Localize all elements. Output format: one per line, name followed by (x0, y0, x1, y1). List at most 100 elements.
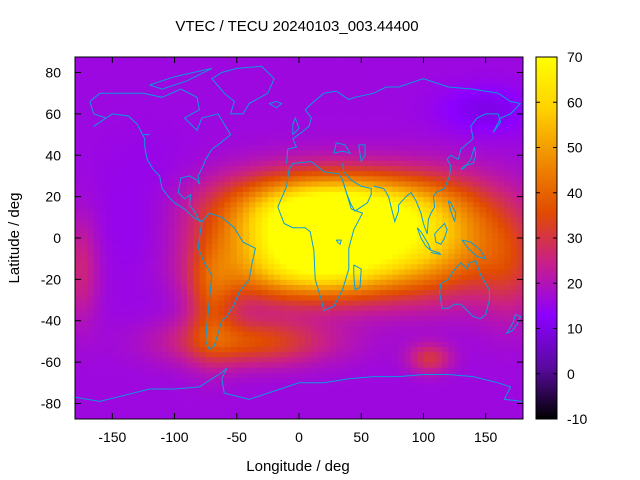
heatmap-cell (162, 253, 169, 260)
heatmap-cell (491, 108, 499, 115)
heatmap-cell (155, 300, 163, 306)
heatmap-cell (367, 305, 375, 311)
heatmap-cell (93, 155, 101, 161)
heatmap-cell (342, 300, 350, 306)
heatmap-cell (286, 258, 294, 265)
heatmap-cell (155, 62, 163, 68)
heatmap-cell (274, 155, 281, 161)
heatmap-cell (180, 320, 188, 327)
heatmap-cell (311, 356, 319, 363)
heatmap-cell (211, 62, 219, 68)
heatmap-cell (485, 351, 493, 358)
heatmap-cell (435, 294, 443, 301)
heatmap-cell (199, 310, 207, 316)
heatmap-cell (348, 134, 356, 141)
heatmap-cell (243, 325, 250, 332)
heatmap-cell (124, 403, 132, 410)
heatmap-cell (361, 284, 368, 291)
heatmap-cell (87, 377, 95, 384)
heatmap-cell (305, 238, 312, 244)
heatmap-cell (75, 331, 82, 337)
heatmap-cell (81, 170, 88, 177)
heatmap-cell (417, 289, 424, 296)
heatmap-cell (75, 284, 82, 291)
heatmap-cell (93, 320, 101, 327)
heatmap-cell (361, 191, 368, 198)
heatmap-cell (199, 150, 207, 156)
heatmap-cell (448, 119, 455, 125)
heatmap-cell (99, 144, 107, 151)
heatmap-cell (392, 356, 399, 363)
heatmap-cell (292, 201, 300, 208)
heatmap-cell (379, 77, 387, 84)
heatmap-cell (211, 165, 219, 172)
heatmap-cell (485, 248, 493, 254)
heatmap-cell (236, 227, 244, 234)
heatmap-cell (218, 124, 225, 130)
heatmap-cell (485, 274, 493, 280)
heatmap-cell (187, 144, 194, 151)
heatmap-cell (106, 212, 113, 218)
heatmap-cell (330, 372, 337, 379)
heatmap-cell (336, 325, 343, 332)
heatmap-cell (491, 356, 499, 363)
heatmap-cell (93, 88, 101, 94)
heatmap-cell (510, 398, 518, 404)
heatmap-cell (193, 196, 200, 203)
heatmap-cell (93, 181, 101, 187)
heatmap-cell (162, 356, 169, 363)
heatmap-cell (267, 62, 275, 68)
heatmap-cell (498, 212, 505, 218)
heatmap-cell (348, 217, 356, 223)
heatmap-cell (467, 372, 474, 379)
heatmap-cell (448, 331, 455, 337)
heatmap-cell (124, 325, 132, 332)
heatmap-cell (367, 243, 375, 249)
heatmap-cell (187, 253, 194, 260)
heatmap-cell (162, 320, 169, 327)
heatmap-cell (367, 103, 375, 110)
heatmap-cell (199, 144, 207, 151)
heatmap-cell (99, 377, 107, 384)
heatmap-cell (442, 129, 449, 135)
heatmap-cell (249, 175, 256, 182)
heatmap-cell (230, 341, 238, 347)
heatmap-cell (131, 77, 138, 84)
heatmap-cell (423, 191, 431, 198)
heatmap-cell (467, 274, 474, 280)
heatmap-cell (435, 269, 443, 275)
heatmap-cell (479, 212, 487, 218)
heatmap-cell (435, 165, 443, 172)
heatmap-cell (317, 150, 325, 156)
heatmap-cell (460, 217, 468, 223)
heatmap-cell (348, 325, 356, 332)
heatmap-cell (317, 238, 325, 244)
heatmap-cell (255, 165, 263, 172)
heatmap-cell (342, 362, 350, 368)
heatmap-cell (131, 382, 138, 389)
heatmap-cell (330, 124, 337, 130)
heatmap-cell (435, 331, 443, 337)
heatmap-cell (162, 150, 169, 156)
heatmap-cell (292, 155, 300, 161)
heatmap-cell (485, 217, 493, 223)
heatmap-cell (454, 175, 462, 182)
heatmap-cell (411, 129, 418, 135)
heatmap-cell (417, 336, 424, 342)
heatmap-cell (199, 377, 207, 384)
heatmap-cell (205, 279, 213, 285)
heatmap-cell (448, 67, 455, 73)
heatmap-cell (224, 129, 231, 135)
heatmap-cell (311, 181, 319, 187)
heatmap-cell (249, 227, 256, 234)
heatmap-cell (249, 62, 256, 68)
heatmap-cell (149, 253, 157, 260)
heatmap-cell (261, 144, 269, 151)
heatmap-cell (249, 129, 256, 135)
heatmap-cell (299, 336, 306, 342)
heatmap-cell (473, 269, 480, 275)
heatmap-cell (211, 243, 219, 249)
heatmap-cell (87, 382, 95, 389)
heatmap-cell (454, 181, 462, 187)
heatmap-cell (348, 196, 356, 203)
